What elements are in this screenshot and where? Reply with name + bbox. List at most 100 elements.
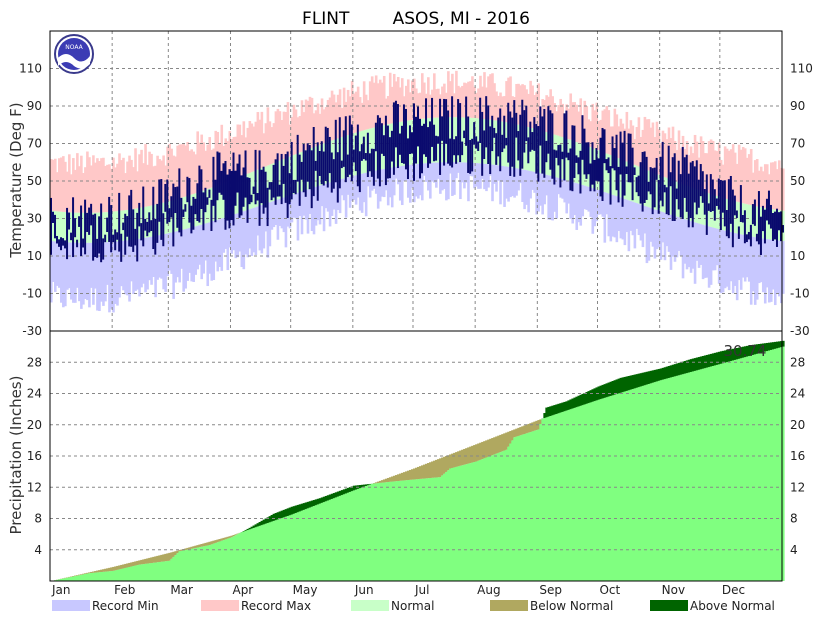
record-max-bar [226,141,230,182]
above-normal-bar [330,493,334,499]
above-normal-bar [318,498,322,504]
below-normal-bar [216,539,220,543]
observed-temperature-bar [180,197,183,237]
record-max-bar [62,156,65,212]
record-max-bar [749,148,753,206]
record-min-bar [671,215,675,257]
record-min-bar [330,181,334,216]
record-min-bar [368,171,372,198]
normal-range-bar [525,126,528,171]
temperature-tick-right: 50 [790,174,805,188]
above-normal-bar [248,527,252,530]
observed-temperature-bar [226,174,229,221]
record-min-bar [777,240,781,297]
record-min-bar [322,184,326,232]
record-min-bar [665,213,669,247]
precip-cumulative-bar [627,390,631,581]
temperature-tick-right: 70 [790,137,805,151]
observed-temperature-bar [70,232,73,241]
record-min-bar [427,163,430,191]
observed-temperature-bar [579,150,582,194]
precip-cumulative-bar [398,480,402,581]
record-max-bar [318,113,322,145]
below-normal-bar [394,475,398,482]
record-max-bar [74,169,77,213]
record-min-bar [54,241,57,292]
observed-temperature-bar [60,237,63,251]
observed-temperature-bar [691,161,694,228]
observed-temperature-bar [404,108,407,170]
observed-temperature-bar [314,160,317,171]
precip-cumulative-bar [252,527,256,581]
record-min-bar [226,216,230,271]
record-max-bar [122,157,125,211]
below-normal-bar [523,425,526,434]
above-normal-bar [615,379,619,395]
precip-cumulative-bar [713,365,717,581]
record-max-bar [739,149,743,203]
record-max-bar [621,123,625,160]
observed-temperature-bar [645,156,648,200]
record-max-bar [435,89,438,118]
record-min-bar [723,230,727,289]
record-min-bar [751,236,755,292]
precip-cumulative-bar [429,477,432,581]
record-min-bar [172,232,175,299]
record-min-bar [589,187,593,217]
normal-range-bar [64,212,67,243]
precip-cumulative-bar [543,418,546,581]
observed-temperature-bar [455,136,458,164]
record-min-bar [318,185,322,225]
precip-cumulative-bar [573,407,577,581]
precip-cumulative-bar [555,413,558,581]
precip-cumulative-bar [443,473,446,581]
observed-temperature-bar [603,129,606,164]
below-normal-bar [98,570,101,573]
observed-temperature-bar [559,144,562,188]
record-max-bar [66,171,69,213]
record-max-bar [633,139,637,165]
precip-cumulative-bar [82,574,85,581]
record-min-bar [190,227,193,282]
above-normal-bar [360,484,364,488]
record-max-bar [156,155,159,205]
observed-temperature-bar [384,115,387,186]
record-min-bar [513,167,516,198]
record-min-bar [669,214,673,270]
record-max-bar [112,157,115,212]
record-min-bar [168,233,171,271]
observed-temperature-bar [66,207,69,260]
observed-temperature-bar [348,115,351,175]
precip-cumulative-bar [104,571,107,581]
precip-cumulative-bar [60,578,63,581]
record-min-bar [659,211,663,260]
precip-cumulative-bar [332,498,336,581]
record-max-bar [759,166,763,208]
observed-temperature-bar [254,149,257,205]
record-max-bar [328,97,332,142]
record-max-bar [469,81,472,118]
precip-cumulative-bar [192,548,195,581]
precip-cumulative-bar [166,560,169,581]
observed-temperature-bar [178,168,181,233]
record-max-bar [72,158,75,213]
temperature-tick-left: 30 [27,212,42,226]
precip-cumulative-bar [306,508,310,581]
record-min-bar [278,198,282,226]
record-min-bar [162,234,165,290]
below-normal-bar [112,566,115,571]
precip-cumulative-bar [152,562,155,581]
record-min-bar [511,167,514,197]
below-normal-bar [396,474,400,481]
below-normal-bar [380,480,384,483]
record-max-bar [278,111,282,161]
below-normal-bar [497,435,500,453]
observed-temperature-bar [539,106,542,146]
observed-temperature-bar [296,134,299,182]
record-min-bar [332,181,336,210]
precip-cumulative-bar [276,519,280,581]
precip-cumulative-bar [647,383,651,581]
above-normal-bar [296,504,300,513]
observed-temperature-bar [206,197,209,205]
record-min-bar [431,162,434,182]
